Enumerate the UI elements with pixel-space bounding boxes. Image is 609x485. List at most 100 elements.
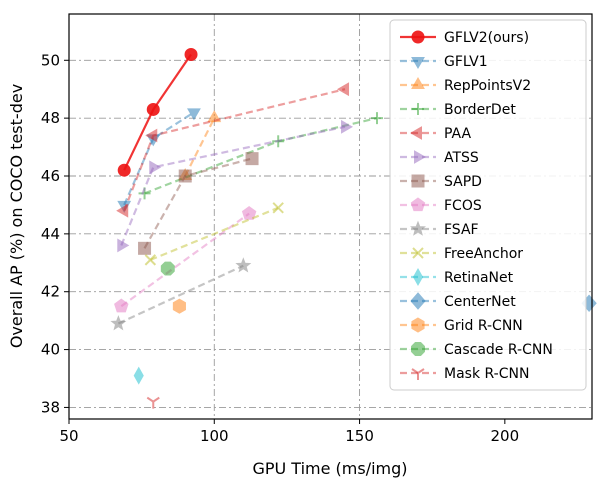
legend-marker (411, 76, 425, 89)
data-point-fsaf (110, 315, 127, 331)
y-tick-label: 38 (41, 398, 60, 416)
plot-frame (68, 13, 593, 420)
legend-marker (411, 317, 425, 333)
legend-entry-centernet: CenterNet (400, 292, 516, 310)
data-point-borderdet (370, 112, 383, 125)
data-point-borderdet (138, 187, 151, 200)
legend-marker (412, 247, 424, 259)
legend-marker (411, 30, 425, 44)
series-fsaf (110, 257, 252, 331)
legend-label: GFLV2(ours) (444, 30, 529, 46)
data-point-cascade-r-cnn (160, 261, 175, 276)
legend-entry-gflv2-ours: GFLV2(ours) (400, 30, 529, 46)
legend-label: SAPD (444, 174, 482, 190)
legend-marker (411, 174, 425, 188)
legend-label: CenterNet (444, 294, 516, 310)
data-point-retinanet (133, 366, 144, 385)
series-line-fsaf (117, 264, 244, 325)
series-grid-r-cnn (172, 298, 186, 314)
legend-label: PAA (444, 126, 472, 142)
axes: 50 100 150 200 38 40 42 44 46 48 50 (41, 51, 519, 445)
y-tick-label: 42 (41, 283, 60, 301)
legend-marker (414, 150, 427, 164)
data-point-fcos (114, 298, 129, 313)
legend-label: GFLV1 (444, 54, 488, 70)
legend-marker (412, 103, 424, 115)
data-point-mask-r-cnn (146, 396, 160, 409)
legend-label: FreeAnchor (444, 246, 523, 262)
data-point-reppointsv2 (207, 110, 222, 123)
data-point-fsaf (235, 257, 252, 273)
data-point-gflv2-ours (184, 48, 198, 61)
legend-label: Cascade R-CNN (444, 342, 553, 358)
data-point-atss (341, 119, 354, 134)
legend-box (389, 19, 587, 391)
plot-area (110, 48, 597, 409)
series-atss (117, 119, 354, 253)
legend-marker (411, 57, 425, 70)
data-point-atss (149, 160, 162, 175)
legend-marker (412, 267, 424, 287)
legend-label: FSAF (444, 222, 479, 238)
data-point-paa (337, 82, 350, 97)
legend-entry-gflv1: GFLV1 (400, 54, 488, 70)
data-point-gflv2-ours (117, 163, 131, 177)
y-tick-label: 40 (41, 341, 60, 359)
legend-entry-fsaf: FSAF (400, 220, 479, 238)
x-tick-label: 50 (59, 427, 78, 445)
y-axis-label: Overall AP (%) on COCO test-dev (7, 84, 26, 348)
data-point-gflv2-ours (146, 102, 160, 116)
x-axis-label: GPU Time (ms/img) (252, 459, 407, 478)
series-mask-r-cnn (146, 396, 160, 409)
legend-label: BorderDet (444, 102, 516, 118)
legend-marker (410, 292, 426, 310)
series-cascade-r-cnn (160, 261, 175, 276)
legend-entry-sapd: SAPD (400, 174, 482, 190)
series-fcos (114, 205, 257, 313)
legend-label: Mask R-CNN (444, 366, 529, 382)
legend-label: Grid R-CNN (444, 318, 523, 334)
data-point-freeanchor (144, 254, 157, 266)
data-point-sapd (138, 241, 152, 255)
legend-marker (410, 197, 426, 212)
legend-entry-reppointsv2: RepPointsV2 (400, 76, 531, 94)
data-point-freeanchor (272, 202, 284, 214)
legend-marker (409, 126, 422, 140)
legend: GFLV2(ours) GFLV1 RepPointsV2 BorderDet PAA A… (389, 19, 587, 391)
data-point-paa (145, 128, 158, 143)
legend-marker (410, 220, 426, 236)
series-retinanet (133, 366, 144, 385)
legend-marker (411, 368, 425, 380)
y-tick-label: 50 (41, 51, 60, 69)
data-point-sapd (178, 169, 192, 183)
legend-label: ATSS (444, 150, 479, 166)
series-line-atss (120, 125, 346, 246)
x-tick-label: 200 (491, 427, 520, 445)
y-tick-label: 44 (41, 225, 60, 243)
data-point-paa (116, 203, 129, 218)
x-tick-label: 100 (200, 427, 229, 445)
legend-entry-paa: PAA (400, 126, 472, 142)
series-gflv2-ours (117, 48, 198, 177)
series-line-freeanchor (149, 206, 279, 261)
legend-label: RetinaNet (444, 270, 514, 286)
legend-entry-atss: ATSS (400, 150, 479, 166)
legend-entry-cascade-r-cnn: Cascade R-CNN (400, 342, 553, 358)
legend-marker (411, 342, 425, 356)
y-tick-label: 48 (41, 109, 60, 127)
series-line-fcos (120, 212, 250, 308)
data-point-fcos (241, 205, 257, 220)
legend-entry-retinanet: RetinaNet (400, 267, 514, 287)
data-point-sapd (245, 152, 259, 166)
x-tick-label: 150 (345, 427, 374, 445)
data-point-grid-r-cnn (172, 298, 186, 314)
legend-entry-freeanchor: FreeAnchor (400, 246, 523, 262)
legend-entry-mask-r-cnn: Mask R-CNN (400, 366, 529, 382)
legend-entry-grid-r-cnn: Grid R-CNN (400, 317, 523, 334)
series-paa (116, 82, 350, 218)
data-point-gflv1 (187, 108, 201, 121)
legend-entry-fcos: FCOS (400, 197, 482, 214)
legend-label: FCOS (444, 198, 482, 214)
data-point-atss (117, 238, 130, 253)
